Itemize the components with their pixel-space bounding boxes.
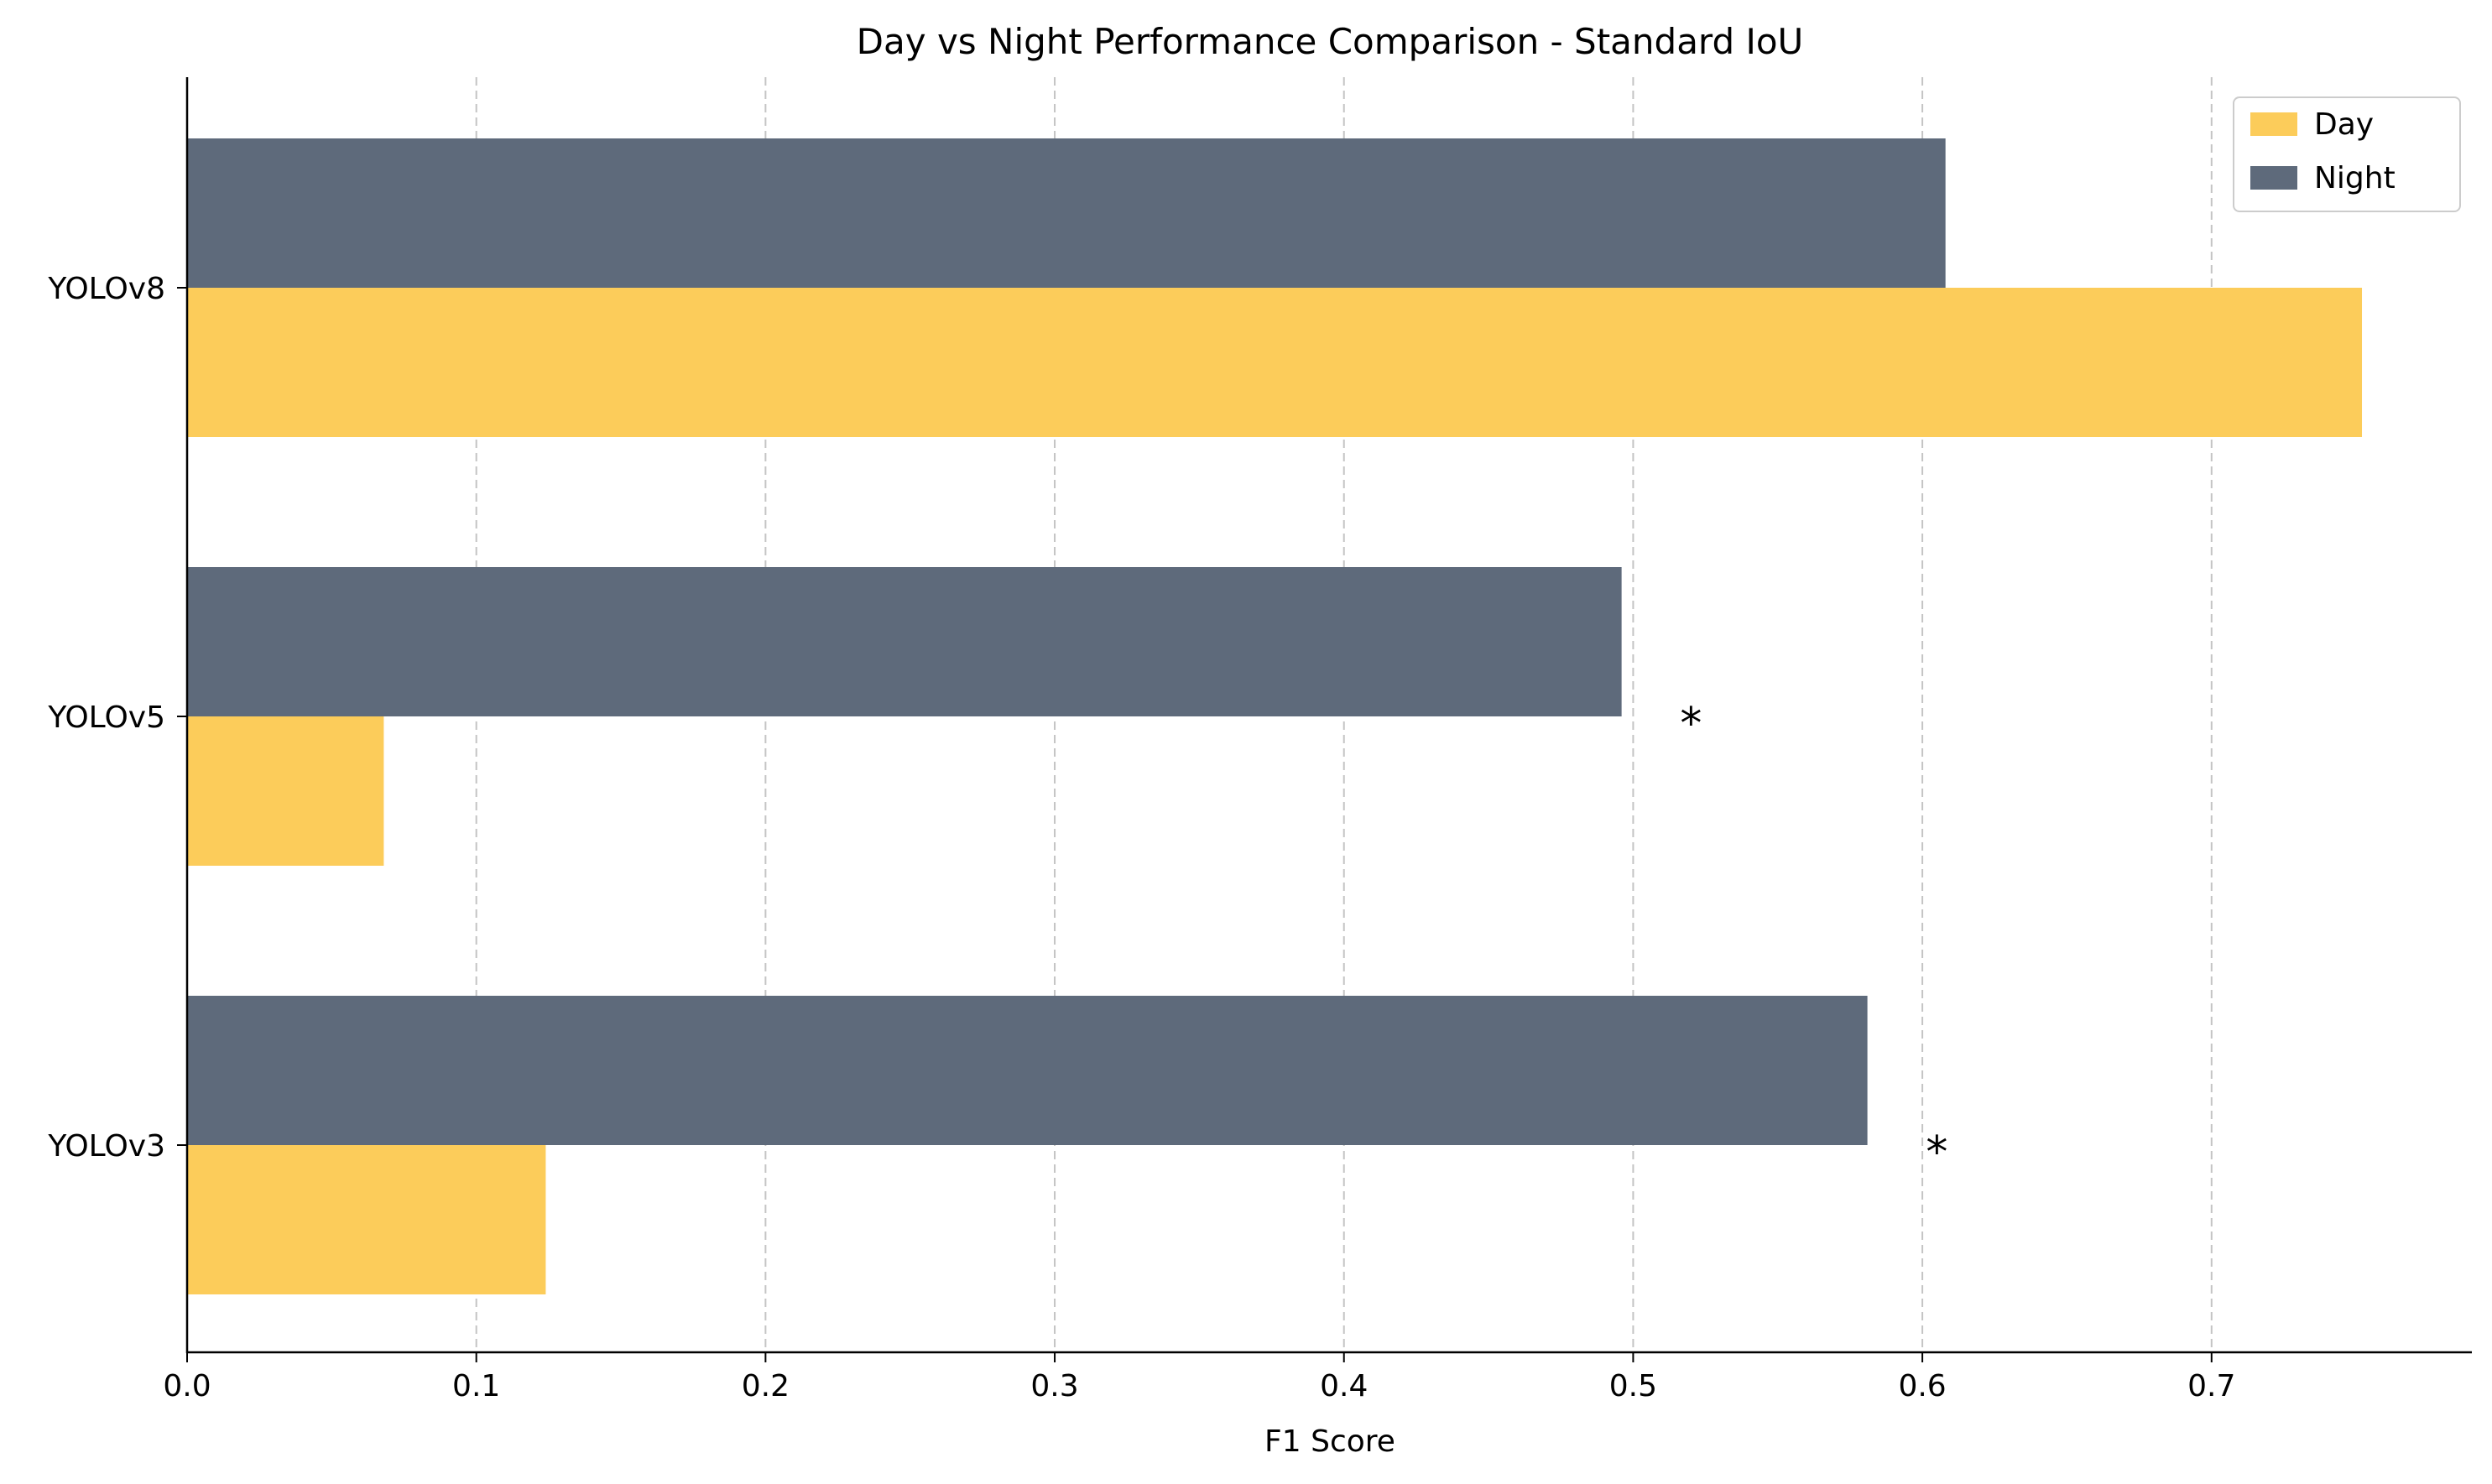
x-tick-label: 0.5	[1609, 1369, 1657, 1403]
x-ticks: 0.0 0.1 0.2 0.3 0.4 0.5 0.6 0.7	[163, 1352, 2235, 1403]
chart-title: Day vs Night Performance Comparison - St…	[857, 21, 1804, 62]
x-tick-label: 0.6	[1898, 1369, 1946, 1403]
legend: Day Night	[2233, 96, 2461, 212]
legend-label-night: Night	[2314, 161, 2396, 195]
legend-label-day: Day	[2314, 107, 2374, 142]
bar-day-yolov8	[187, 288, 2363, 437]
bar-night-yolov8	[187, 138, 1946, 288]
x-tick-label: 0.1	[452, 1369, 500, 1403]
y-tick-label: YOLOv5	[47, 700, 165, 735]
x-tick-label: 0.4	[1320, 1369, 1368, 1403]
x-tick-label: 0.0	[163, 1369, 211, 1403]
significance-marker: *	[1926, 1127, 1947, 1178]
bar-night-yolov3	[187, 996, 1868, 1145]
bars	[187, 138, 2363, 1294]
x-axis-label: F1 Score	[1264, 1424, 1395, 1459]
significance-marker: *	[1680, 699, 1702, 749]
x-tick-label: 0.3	[1030, 1369, 1078, 1403]
y-tick-label: YOLOv8	[47, 272, 165, 306]
legend-swatch-night	[2250, 166, 2297, 190]
x-tick-label: 0.2	[742, 1369, 790, 1403]
y-ticks: YOLOv8 YOLOv5 YOLOv3	[47, 272, 187, 1164]
y-tick-label: YOLOv3	[47, 1129, 165, 1164]
annotations: **	[1680, 699, 1947, 1178]
bar-night-yolov5	[187, 567, 1622, 716]
bar-day-yolov5	[187, 716, 384, 866]
bar-day-yolov3	[187, 1145, 546, 1294]
x-tick-label: 0.7	[2187, 1369, 2235, 1403]
legend-swatch-day	[2250, 112, 2297, 136]
